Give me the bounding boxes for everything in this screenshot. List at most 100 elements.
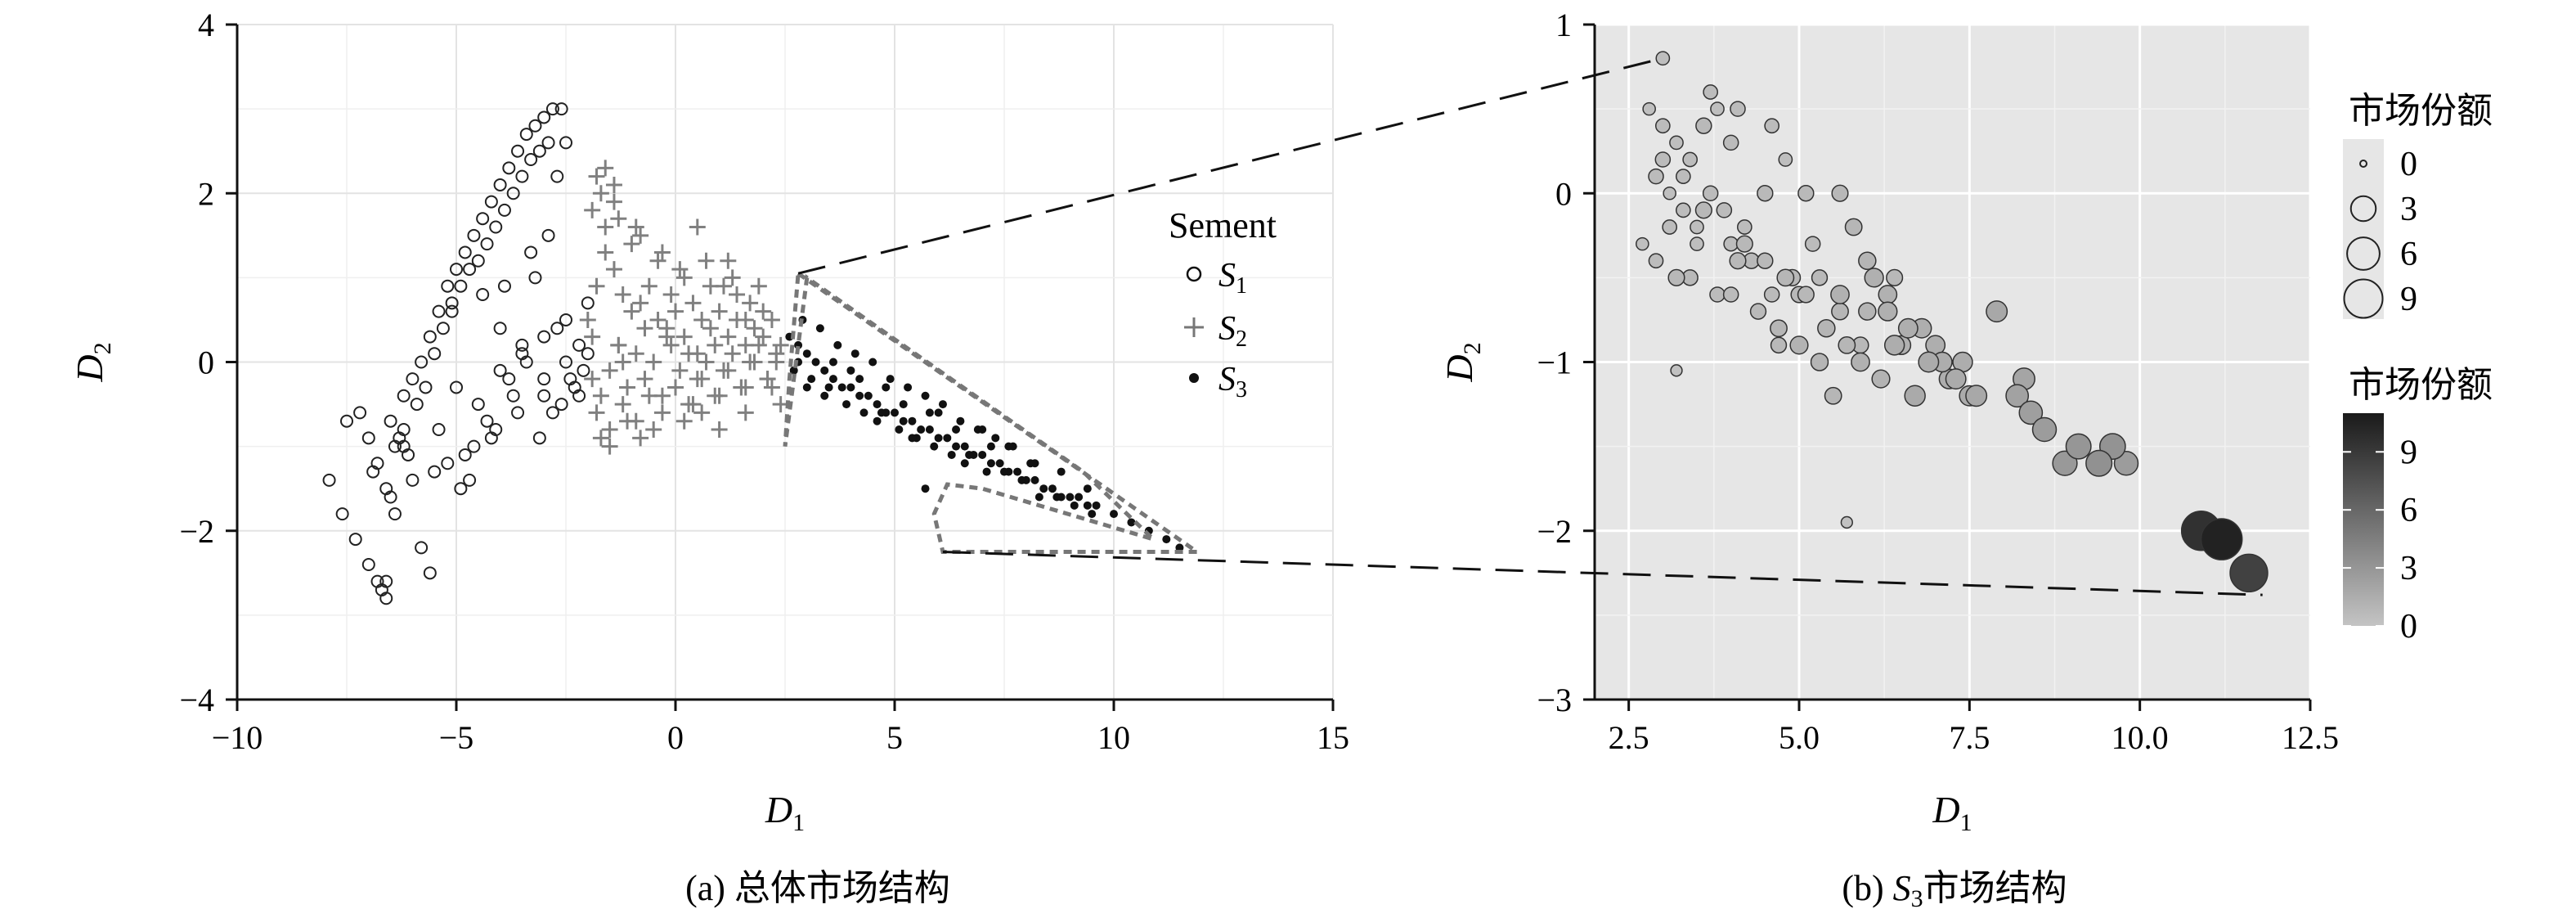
s2-point — [605, 261, 622, 278]
s3-point — [956, 416, 965, 425]
s1-point — [559, 313, 572, 326]
market-share-point — [1709, 286, 1726, 303]
s1-point — [493, 322, 507, 335]
market-share-point — [1871, 369, 1891, 389]
legend-entry-s1: S1 — [1186, 257, 1247, 299]
s1-point — [454, 279, 468, 293]
s3-point — [1066, 493, 1075, 502]
s1-point — [484, 431, 498, 445]
legend-label-s2: S2 — [1218, 310, 1247, 352]
market-share-point — [1904, 385, 1926, 407]
s2-point — [675, 328, 693, 345]
y-tick-label: 1 — [1555, 7, 1572, 43]
s1-point — [397, 389, 411, 403]
market-share-point — [1858, 251, 1877, 270]
s1-point — [432, 423, 446, 436]
color-legend-label: 0 — [2400, 608, 2417, 646]
s2-point — [720, 362, 737, 379]
market-share-point — [2018, 400, 2044, 425]
s1-point — [406, 473, 420, 487]
market-share-point — [1886, 268, 1904, 286]
market-share-point — [1735, 235, 1753, 253]
legend-marker-s1 — [1186, 266, 1202, 282]
s1-point — [545, 102, 559, 116]
s1-point — [467, 439, 481, 453]
s3-point — [873, 416, 882, 425]
market-share-point — [1811, 269, 1829, 286]
s1-point — [537, 330, 551, 344]
s1-point — [467, 228, 481, 242]
s3-point — [978, 450, 987, 459]
s2-point — [601, 362, 618, 379]
s1-point — [497, 203, 511, 217]
s2-point — [597, 160, 614, 177]
s1-point — [388, 507, 402, 521]
market-share-point — [1831, 184, 1849, 202]
s2-point — [667, 303, 684, 320]
s1-point — [419, 380, 433, 394]
s3-point — [1039, 484, 1048, 493]
market-share-point — [1703, 84, 1719, 100]
s1-point — [493, 363, 507, 377]
market-share-point — [1654, 118, 1671, 134]
s2-point — [601, 438, 618, 455]
s2-point — [584, 201, 601, 218]
s2-point — [698, 252, 715, 269]
market-share-point — [1844, 218, 1863, 236]
s3-point — [802, 383, 811, 392]
market-share-point — [1654, 151, 1672, 168]
s3-point — [877, 408, 886, 417]
s1-point — [353, 406, 367, 420]
legend-marker-s2 — [1184, 317, 1204, 337]
s1-point — [322, 473, 336, 487]
market-share-point — [1864, 268, 1884, 288]
s1-point — [410, 398, 424, 412]
s3-point — [873, 400, 882, 409]
s3-point — [1162, 535, 1171, 544]
s3-point — [960, 442, 969, 451]
s2-point — [742, 295, 759, 312]
s1-point — [454, 482, 468, 496]
s1-point — [506, 187, 520, 200]
s1-point — [537, 372, 551, 386]
size-legend-title: 市场份额 — [2349, 91, 2493, 131]
s3-point — [1057, 467, 1066, 476]
market-share-point — [1965, 385, 1988, 407]
s2-point — [623, 303, 640, 320]
legend-title: Sement — [1169, 205, 1277, 245]
s2-point — [579, 311, 596, 328]
s2-point — [640, 387, 657, 404]
market-share-point — [1770, 319, 1788, 338]
market-share-point — [2200, 518, 2243, 560]
legend-label-s1: S1 — [1218, 257, 1247, 299]
x-tick-label: 5 — [886, 719, 903, 756]
s1-point — [450, 263, 463, 277]
s1-point — [480, 414, 494, 428]
s1-point — [502, 372, 516, 386]
s3-point — [833, 340, 842, 349]
x-tick-label: 12.5 — [2282, 719, 2339, 756]
size-legend-marker — [2359, 160, 2367, 168]
s1-point — [502, 161, 516, 175]
color-legend-title: 市场份额 — [2349, 365, 2493, 405]
s3-point — [1175, 543, 1184, 552]
s3-point — [908, 434, 917, 443]
market-share-point — [1655, 51, 1671, 66]
s1-point — [441, 279, 455, 293]
s1-point — [524, 245, 538, 259]
market-share-point — [1723, 236, 1739, 252]
s1-point — [423, 330, 437, 344]
s1-point — [432, 304, 446, 318]
s1-point — [471, 254, 485, 268]
s2-point — [755, 328, 772, 345]
s2-point — [684, 396, 702, 413]
s1-point — [384, 414, 397, 428]
s3-point — [1000, 467, 1008, 476]
s1-point — [519, 355, 533, 369]
s2-point — [763, 379, 780, 396]
market-share-point — [1878, 285, 1898, 304]
s1-point — [476, 288, 490, 301]
s1-point — [511, 406, 525, 420]
s3-point — [886, 375, 895, 384]
s2-point — [737, 379, 754, 396]
